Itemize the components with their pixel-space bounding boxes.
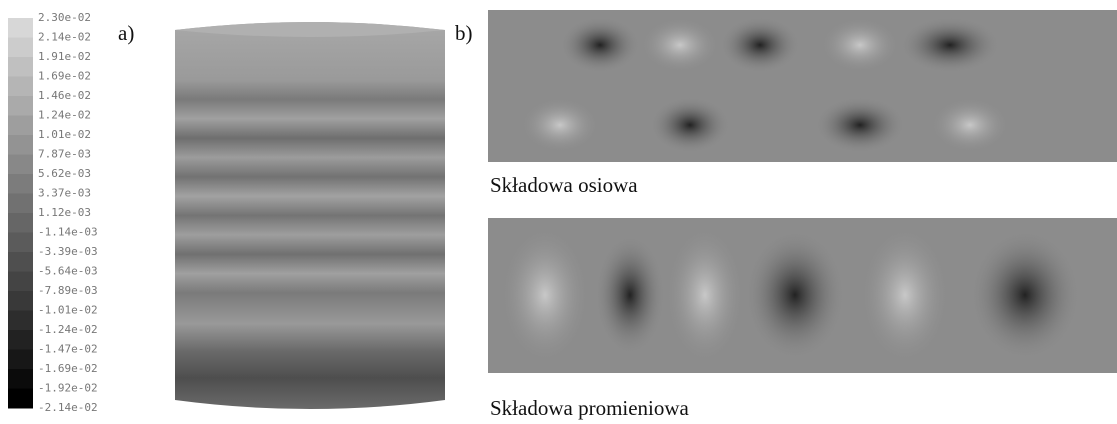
colorbar-label: 1.24e-02	[38, 109, 91, 122]
color-swatch	[8, 77, 33, 97]
colorbar-label: 1.69e-02	[38, 70, 91, 83]
contour-axial	[488, 10, 1117, 162]
color-swatch	[8, 369, 33, 389]
colorbar-label: -1.69e-02	[38, 362, 98, 375]
color-swatch	[8, 330, 33, 350]
colorbar-label: -3.39e-03	[38, 245, 98, 258]
color-swatch	[8, 135, 33, 155]
color-swatch	[8, 194, 33, 214]
color-swatch	[8, 18, 33, 38]
colorbar-label: 2.14e-02	[38, 31, 91, 44]
color-swatch	[8, 155, 33, 175]
color-swatch	[8, 389, 33, 409]
colorbar-label: 1.91e-02	[38, 50, 91, 63]
colorbar-label: -7.89e-03	[38, 284, 98, 297]
color-swatch	[8, 116, 33, 136]
color-swatch	[8, 38, 33, 58]
color-swatch	[8, 213, 33, 233]
caption: Składowa promieniowa	[490, 396, 690, 420]
colorbar: 2.30e-02 2.14e-02 1.91e-02 1.69e-02 1.46e-02…	[8, 11, 98, 414]
colorbar-label: -1.01e-02	[38, 304, 98, 317]
color-swatch	[8, 311, 33, 331]
colorbar-label: 5.62e-03	[38, 167, 91, 180]
colorbar-label: -1.92e-02	[38, 382, 98, 395]
colorbar-label: -1.14e-03	[38, 226, 98, 239]
colorbar-label: 2.30e-02	[38, 11, 91, 24]
color-swatch	[8, 272, 33, 292]
colorbar-label: 1.46e-02	[38, 89, 91, 102]
colorbar-label: -1.24e-02	[38, 323, 98, 336]
colorbar-label: 3.37e-03	[38, 187, 91, 200]
colorbar-label: 7.87e-03	[38, 148, 91, 161]
color-swatch	[8, 57, 33, 77]
color-swatch	[8, 96, 33, 116]
cylinder	[175, 22, 445, 409]
panel-label: b)	[455, 21, 473, 45]
color-swatch	[8, 291, 33, 311]
contour-radial	[488, 218, 1117, 373]
panel-label: a)	[118, 21, 134, 45]
colorbar-label: -1.47e-02	[38, 343, 98, 356]
color-swatch	[8, 174, 33, 194]
colorbar-label: -2.14e-02	[38, 401, 98, 414]
colorbar-label: -5.64e-03	[38, 265, 98, 278]
colorbar-label: 1.12e-03	[38, 206, 91, 219]
color-swatch	[8, 350, 33, 370]
caption: Składowa osiowa	[490, 173, 638, 197]
colorbar-label: 1.01e-02	[38, 128, 91, 141]
color-swatch	[8, 233, 33, 253]
figure: 2.30e-02 2.14e-02 1.91e-02 1.69e-02 1.46e-02…	[0, 0, 1117, 424]
color-swatch	[8, 252, 33, 272]
